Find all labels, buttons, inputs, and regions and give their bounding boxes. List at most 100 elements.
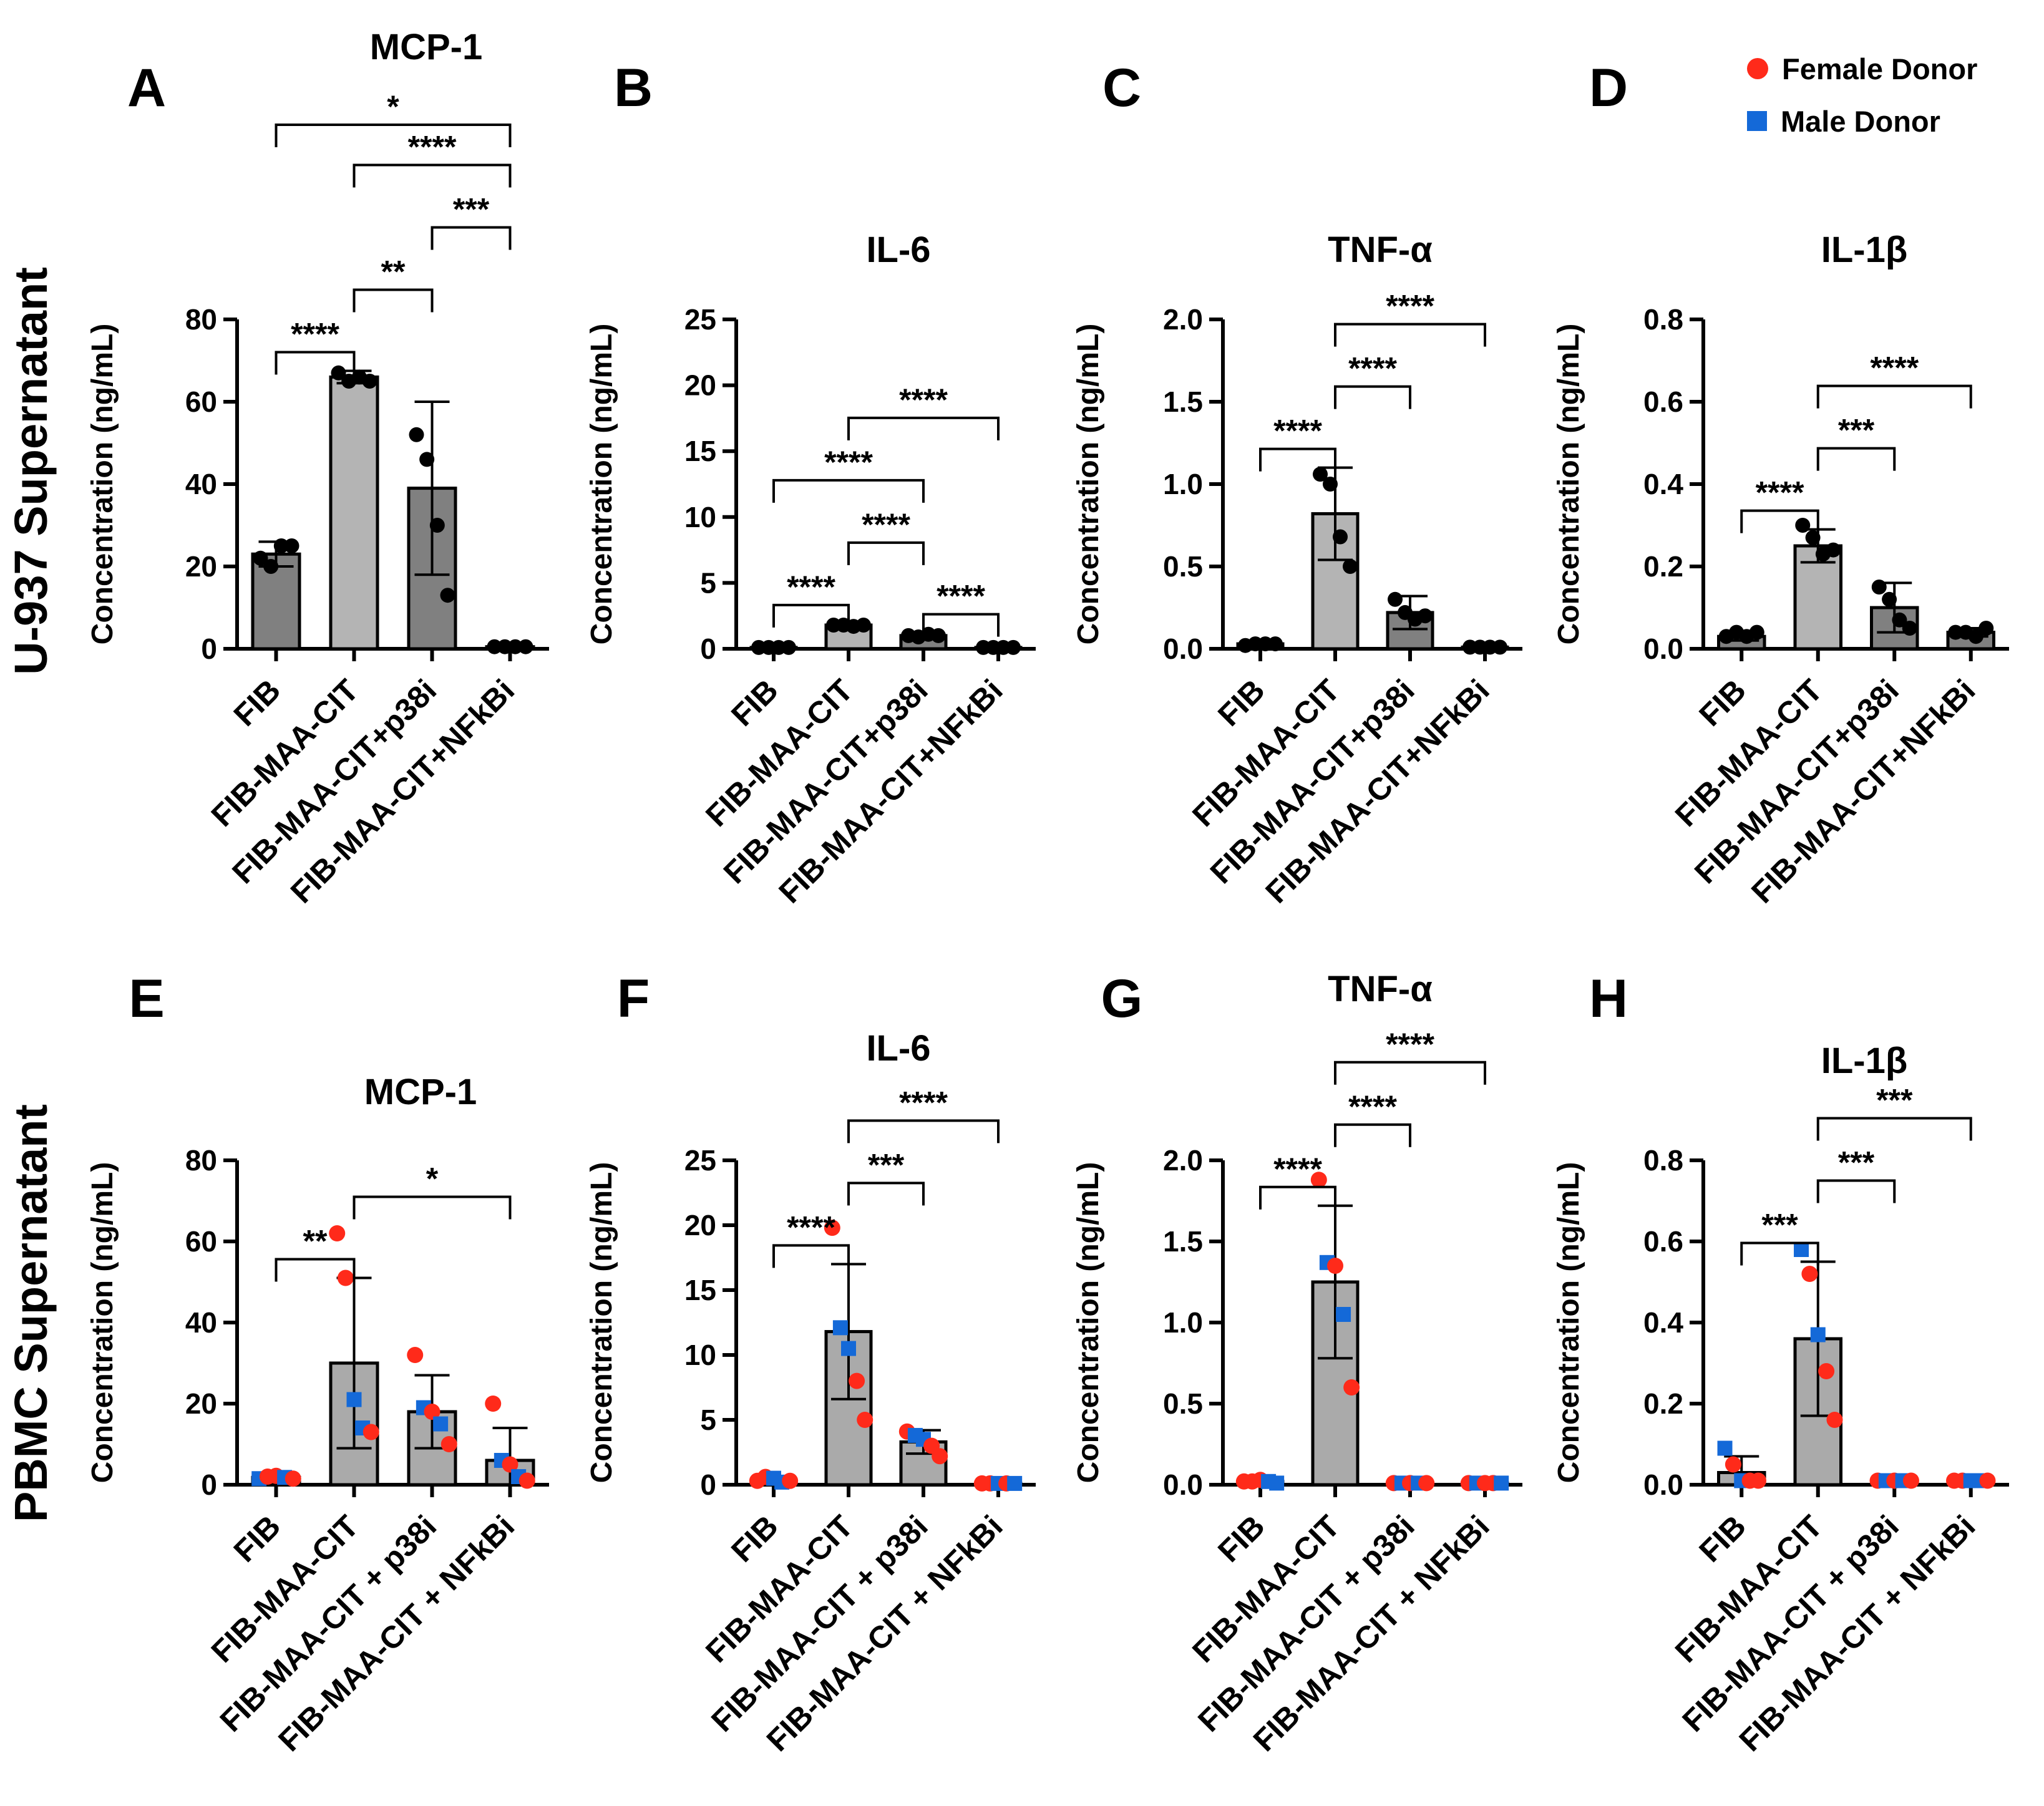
data-point [1313, 467, 1328, 482]
data-point [1826, 542, 1841, 558]
significance-bracket [847, 541, 925, 565]
x-tick-label: FIB [724, 1508, 785, 1569]
data-point [497, 639, 513, 654]
panel-d: D IL-1β Concentration (ng/mL) 0.0 0.2 0.4 0.6 0… [1552, 58, 2009, 910]
x-tick-label: FIB [1211, 1508, 1272, 1569]
chart-title: TNF-α [1328, 969, 1433, 1009]
data-point-female [1818, 1363, 1835, 1379]
significance-bracket [1816, 384, 1972, 409]
data-point-male [832, 1320, 848, 1336]
data-point-male [1007, 1475, 1023, 1491]
y-tick-label: 0.2 [1643, 550, 1683, 583]
significance-bracket [1259, 447, 1336, 472]
y-tick-label: 25 [684, 303, 716, 336]
significance-bracket [353, 1195, 512, 1220]
data-point [284, 538, 299, 553]
data-point [1892, 612, 1907, 628]
significance-bracket [1334, 1123, 1411, 1147]
y-tick-label: 0.6 [1643, 386, 1683, 418]
data-point-male [1269, 1475, 1285, 1491]
significance-bracket [1816, 1117, 1972, 1141]
data-point-female [1418, 1475, 1435, 1492]
data-point [362, 374, 377, 389]
y-axis-label: Concentration (ng/mL) [1552, 324, 1585, 645]
significance-bracket [1259, 1185, 1336, 1210]
significance-label: **** [1386, 289, 1434, 324]
data-point [263, 559, 279, 574]
significance-label: **** [408, 130, 457, 165]
significance-label: *** [1761, 1208, 1798, 1243]
data-point [419, 452, 435, 467]
significance-label: **** [1348, 351, 1397, 386]
significance-label: **** [1273, 1152, 1322, 1187]
y-tick-label: 1.5 [1163, 386, 1203, 418]
chart-title: IL-6 [866, 1028, 930, 1069]
data-point [1418, 608, 1433, 624]
bar [329, 375, 379, 651]
y-tick-label: 0.8 [1643, 303, 1683, 336]
y-tick-label: 40 [185, 1306, 217, 1339]
y-tick-label: 1.0 [1163, 468, 1203, 500]
data-point-male [1810, 1327, 1826, 1342]
data-point-female [518, 1472, 535, 1489]
data-point [331, 365, 346, 381]
data-point [781, 639, 796, 655]
data-point [1902, 621, 1917, 636]
panel-letter: C [1102, 58, 1141, 118]
significance-bracket [353, 288, 434, 313]
y-tick-label: 15 [684, 435, 716, 467]
significance-label: **** [937, 579, 985, 614]
significance-bracket [1816, 447, 1896, 471]
y-tick-label: 0.6 [1643, 1225, 1683, 1258]
data-point [440, 588, 455, 603]
data-point-male [1494, 1475, 1509, 1491]
y-tick-label: 20 [185, 1387, 217, 1420]
data-point [1333, 529, 1348, 545]
significance-bracket [772, 478, 925, 503]
data-point-female [363, 1424, 379, 1440]
significance-bracket [431, 226, 512, 250]
significance-bracket [1334, 385, 1411, 409]
y-tick-label: 80 [185, 303, 217, 336]
y-tick-label: 0.0 [1643, 1469, 1683, 1501]
significance-label: **** [824, 445, 873, 480]
y-tick-label: 25 [684, 1144, 716, 1177]
y-tick-label: 20 [185, 550, 217, 583]
y-tick-label: 20 [684, 369, 716, 402]
data-point [409, 427, 424, 442]
significance-bracket [275, 124, 512, 147]
data-point [1749, 624, 1764, 640]
y-tick-label: 0.4 [1643, 1306, 1683, 1339]
panel-h: H IL-1β Concentration (ng/mL) 0.0 0.2 0.4 0.6 0… [1552, 969, 2009, 1758]
data-point [1006, 639, 1021, 655]
significance-bracket [275, 1258, 356, 1282]
data-point-female [1327, 1258, 1343, 1274]
data-point [253, 550, 268, 566]
data-point [1492, 639, 1507, 655]
y-tick-label: 60 [185, 1225, 217, 1258]
y-axis-label: Concentration (ng/mL) [585, 324, 618, 645]
y-axis-label: Concentration (ng/mL) [1072, 324, 1105, 645]
y-tick-label: 80 [185, 1144, 217, 1177]
y-tick-label: 2.0 [1163, 303, 1203, 336]
significance-label: **** [787, 570, 835, 604]
significance-label: **** [1870, 351, 1919, 386]
data-point-female [1902, 1472, 1919, 1489]
legend: Female Donor Male Donor [1747, 42, 1977, 147]
chart-title: MCP-1 [370, 27, 482, 67]
y-tick-label: 0 [201, 1469, 217, 1501]
data-point [518, 639, 533, 654]
data-point [1388, 591, 1403, 607]
significance-label: **** [1756, 475, 1804, 510]
data-point [931, 628, 946, 643]
chart-title: IL-1β [1821, 1041, 1908, 1081]
significance-bracket [922, 613, 1000, 637]
significance-label: *** [453, 192, 490, 227]
significance-label: **** [291, 317, 339, 352]
significance-bracket [1334, 1061, 1486, 1085]
data-point-female [424, 1404, 440, 1420]
significance-label: *** [1876, 1083, 1913, 1118]
chart-title: IL-1β [1821, 230, 1908, 270]
significance-label: **** [1386, 1027, 1434, 1062]
